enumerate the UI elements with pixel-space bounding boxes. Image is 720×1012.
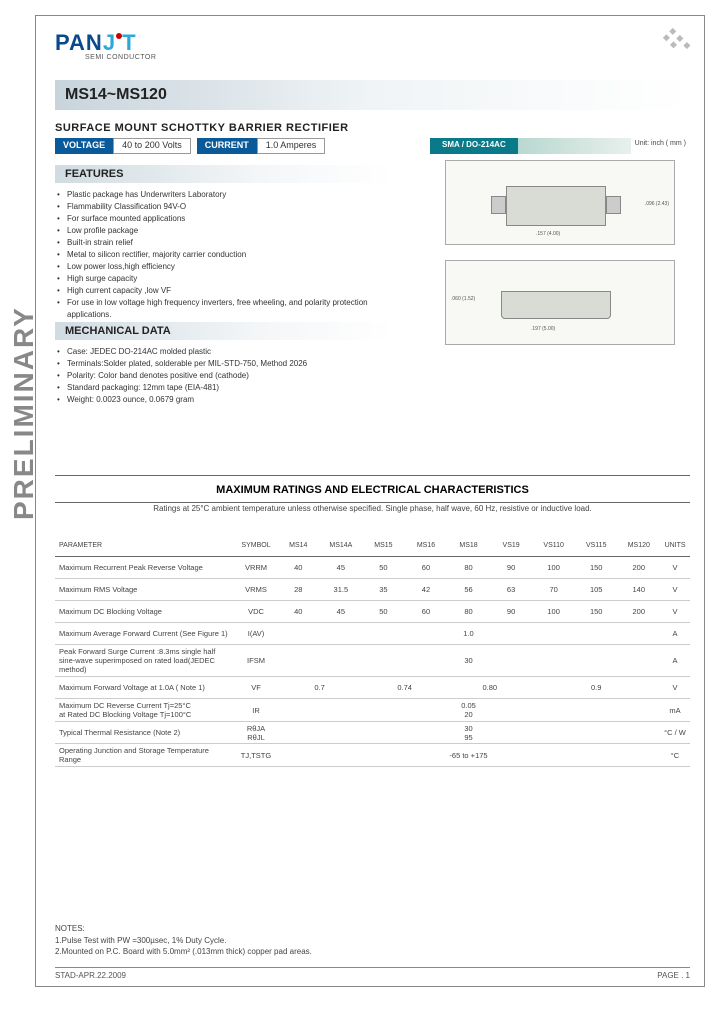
table-row: Peak Forward Surge Current :8.3ms single…	[55, 645, 690, 677]
table-row: Maximum Forward Voltage at 1.0A ( Note 1…	[55, 677, 690, 699]
feature-item: Built-in strain relief	[67, 237, 395, 249]
feature-item: Flammability Classification 94V-O	[67, 201, 395, 213]
mech-item: Case: JEDEC DO-214AC molded plastic	[67, 346, 395, 358]
mechanical-header: MECHANICAL DATA	[55, 322, 395, 340]
ratings-table: PARAMETERSYMBOLMS14MS14AMS15MS16MS18VS19…	[55, 535, 690, 767]
subtitle: SURFACE MOUNT SCHOTTKY BARRIER RECTIFIER	[55, 122, 349, 134]
footer-date: STAD-APR.22.2009	[55, 971, 126, 980]
feature-item: For surface mounted applications	[67, 213, 395, 225]
mech-item: Polarity: Color band denotes positive en…	[67, 370, 395, 382]
package-bar: SMA / DO-214AC Unit: inch ( mm )	[430, 138, 690, 154]
ratings-note: Ratings at 25°C ambient temperature unle…	[55, 500, 690, 517]
note-1: 1.Pulse Test with PW =300µsec, 1% Duty C…	[55, 935, 312, 946]
mech-item: Standard packaging: 12mm tape (EIA-481)	[67, 382, 395, 394]
logo-j: J	[103, 30, 116, 55]
notes-header: NOTES:	[55, 923, 312, 934]
table-row: Maximum DC Blocking VoltageVDC4045506080…	[55, 601, 690, 623]
table-row: Maximum Average Forward Current (See Fig…	[55, 623, 690, 645]
current-label: CURRENT	[197, 138, 257, 154]
table-row: Typical Thermal Resistance (Note 2)RθJA …	[55, 722, 690, 744]
page: PANJT SEMI CONDUCTOR MS14~MS120 SURFACE …	[0, 0, 720, 1012]
ratings-header-text: MAXIMUM RATINGS AND ELECTRICAL CHARACTER…	[216, 484, 529, 496]
feature-item: High surge capacity	[67, 273, 395, 285]
feature-item: Low profile package	[67, 225, 395, 237]
logo: PANJT SEMI CONDUCTOR	[55, 30, 156, 61]
logo-subtitle: SEMI CONDUCTOR	[85, 54, 156, 61]
notes-section: NOTES: 1.Pulse Test with PW =300µsec, 1%…	[55, 923, 312, 957]
note-2: 2.Mounted on P.C. Board with 5.0mm² (.01…	[55, 946, 312, 957]
logo-t: T	[122, 30, 136, 55]
preliminary-watermark: PRELIMINARY	[8, 306, 40, 520]
spec-bar: VOLTAGE 40 to 200 Volts CURRENT 1.0 Ampe…	[55, 138, 331, 154]
feature-item: Low power loss,high efficiency	[67, 261, 395, 273]
table-row: Maximum RMS VoltageVRMS2831.535425663701…	[55, 579, 690, 601]
page-title: MS14~MS120	[65, 86, 167, 104]
title-bar: MS14~MS120	[55, 80, 690, 110]
features-header: FEATURES	[55, 165, 395, 183]
logo-pan: PAN	[55, 30, 103, 55]
table-header-row: PARAMETERSYMBOLMS14MS14AMS15MS16MS18VS19…	[55, 535, 690, 557]
footer-page: PAGE . 1	[657, 971, 690, 980]
mechanical-list: Case: JEDEC DO-214AC molded plasticTermi…	[55, 346, 395, 406]
mechanical-section: MECHANICAL DATA Case: JEDEC DO-214AC mol…	[55, 322, 395, 406]
footer: STAD-APR.22.2009 PAGE . 1	[55, 967, 690, 980]
package-label: SMA / DO-214AC	[430, 138, 518, 154]
package-unit: Unit: inch ( mm )	[631, 138, 690, 154]
feature-item: Metal to silicon rectifier, majority car…	[67, 249, 395, 261]
current-value: 1.0 Amperes	[257, 138, 326, 154]
ratings-header: MAXIMUM RATINGS AND ELECTRICAL CHARACTER…	[55, 475, 690, 503]
features-section: FEATURES Plastic package has Underwriter…	[55, 165, 395, 333]
table-row: Operating Junction and Storage Temperatu…	[55, 744, 690, 767]
table-row: Maximum Recurrent Peak Reverse VoltageVR…	[55, 557, 690, 579]
feature-item: For use in low voltage high frequency in…	[67, 297, 395, 321]
feature-item: High current capacity ,low VF	[67, 285, 395, 297]
mech-item: Terminals:Solder plated, solderable per …	[67, 358, 395, 370]
voltage-label: VOLTAGE	[55, 138, 113, 154]
package-strip	[518, 138, 631, 154]
mech-item: Weight: 0.0023 ounce, 0.0679 gram	[67, 394, 395, 406]
diagram-top-view: .157 (4.00) .096 (2.43)	[445, 160, 675, 245]
voltage-value: 40 to 200 Volts	[113, 138, 191, 154]
table-row: Maximum DC Reverse Current Tj=25°C at Ra…	[55, 699, 690, 722]
diagram-side-view: .197 (5.00) .060 (1.52)	[445, 260, 675, 345]
feature-item: Plastic package has Underwriters Laborat…	[67, 189, 395, 201]
features-list: Plastic package has Underwriters Laborat…	[55, 189, 395, 333]
package-diagram: .157 (4.00) .096 (2.43) .197 (5.00) .060…	[445, 160, 675, 360]
